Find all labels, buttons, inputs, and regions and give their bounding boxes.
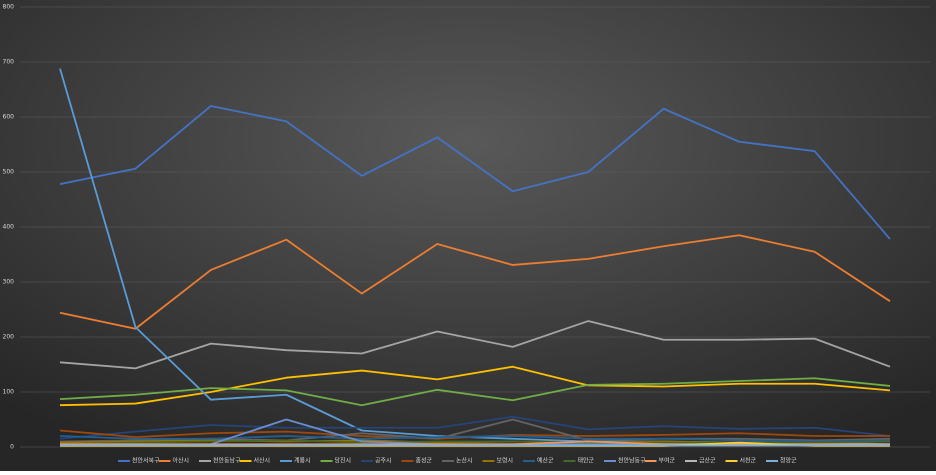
y-tick-label: 600 — [3, 114, 15, 121]
series-line — [59, 377, 891, 407]
legend-label: 논산시 — [456, 457, 473, 465]
legend-label: 홍성군 — [416, 457, 433, 465]
legend-label: 금산군 — [699, 457, 716, 465]
y-tick-label: 400 — [3, 224, 15, 231]
legend-label: 천안서북구 — [132, 457, 160, 465]
legend-label: 보령시 — [497, 457, 514, 465]
legend-label: 태안군 — [578, 457, 595, 465]
series-line — [59, 365, 891, 407]
legend-label: 계룡시 — [294, 457, 311, 465]
legend-label: 천안동남구 — [213, 457, 241, 465]
y-tick-label: 200 — [3, 334, 15, 341]
legend-label: 아산시 — [173, 457, 190, 465]
series-line — [59, 415, 891, 440]
y-tick-label: 800 — [3, 4, 15, 11]
y-tick-label: 300 — [3, 279, 15, 286]
legend-label: 청양군 — [780, 457, 797, 465]
legend-label: 천안남동구 — [618, 457, 646, 465]
legend-label: 예산군 — [537, 457, 554, 465]
series-line — [59, 105, 891, 240]
y-tick-label: 0 — [10, 444, 14, 451]
legend-label: 부여군 — [659, 457, 676, 465]
y-tick-label: 100 — [3, 389, 15, 396]
legend-label: 당진시 — [335, 457, 352, 465]
series-line — [59, 435, 891, 443]
series-line — [60, 440, 890, 446]
y-tick-label: 700 — [3, 59, 15, 66]
y-tick-label: 500 — [3, 169, 15, 176]
series-line — [59, 320, 891, 370]
legend-label: 서산시 — [254, 457, 271, 465]
legend-label: 서천군 — [740, 457, 757, 465]
series-line — [59, 234, 891, 330]
legend-label: 공주시 — [375, 458, 392, 465]
